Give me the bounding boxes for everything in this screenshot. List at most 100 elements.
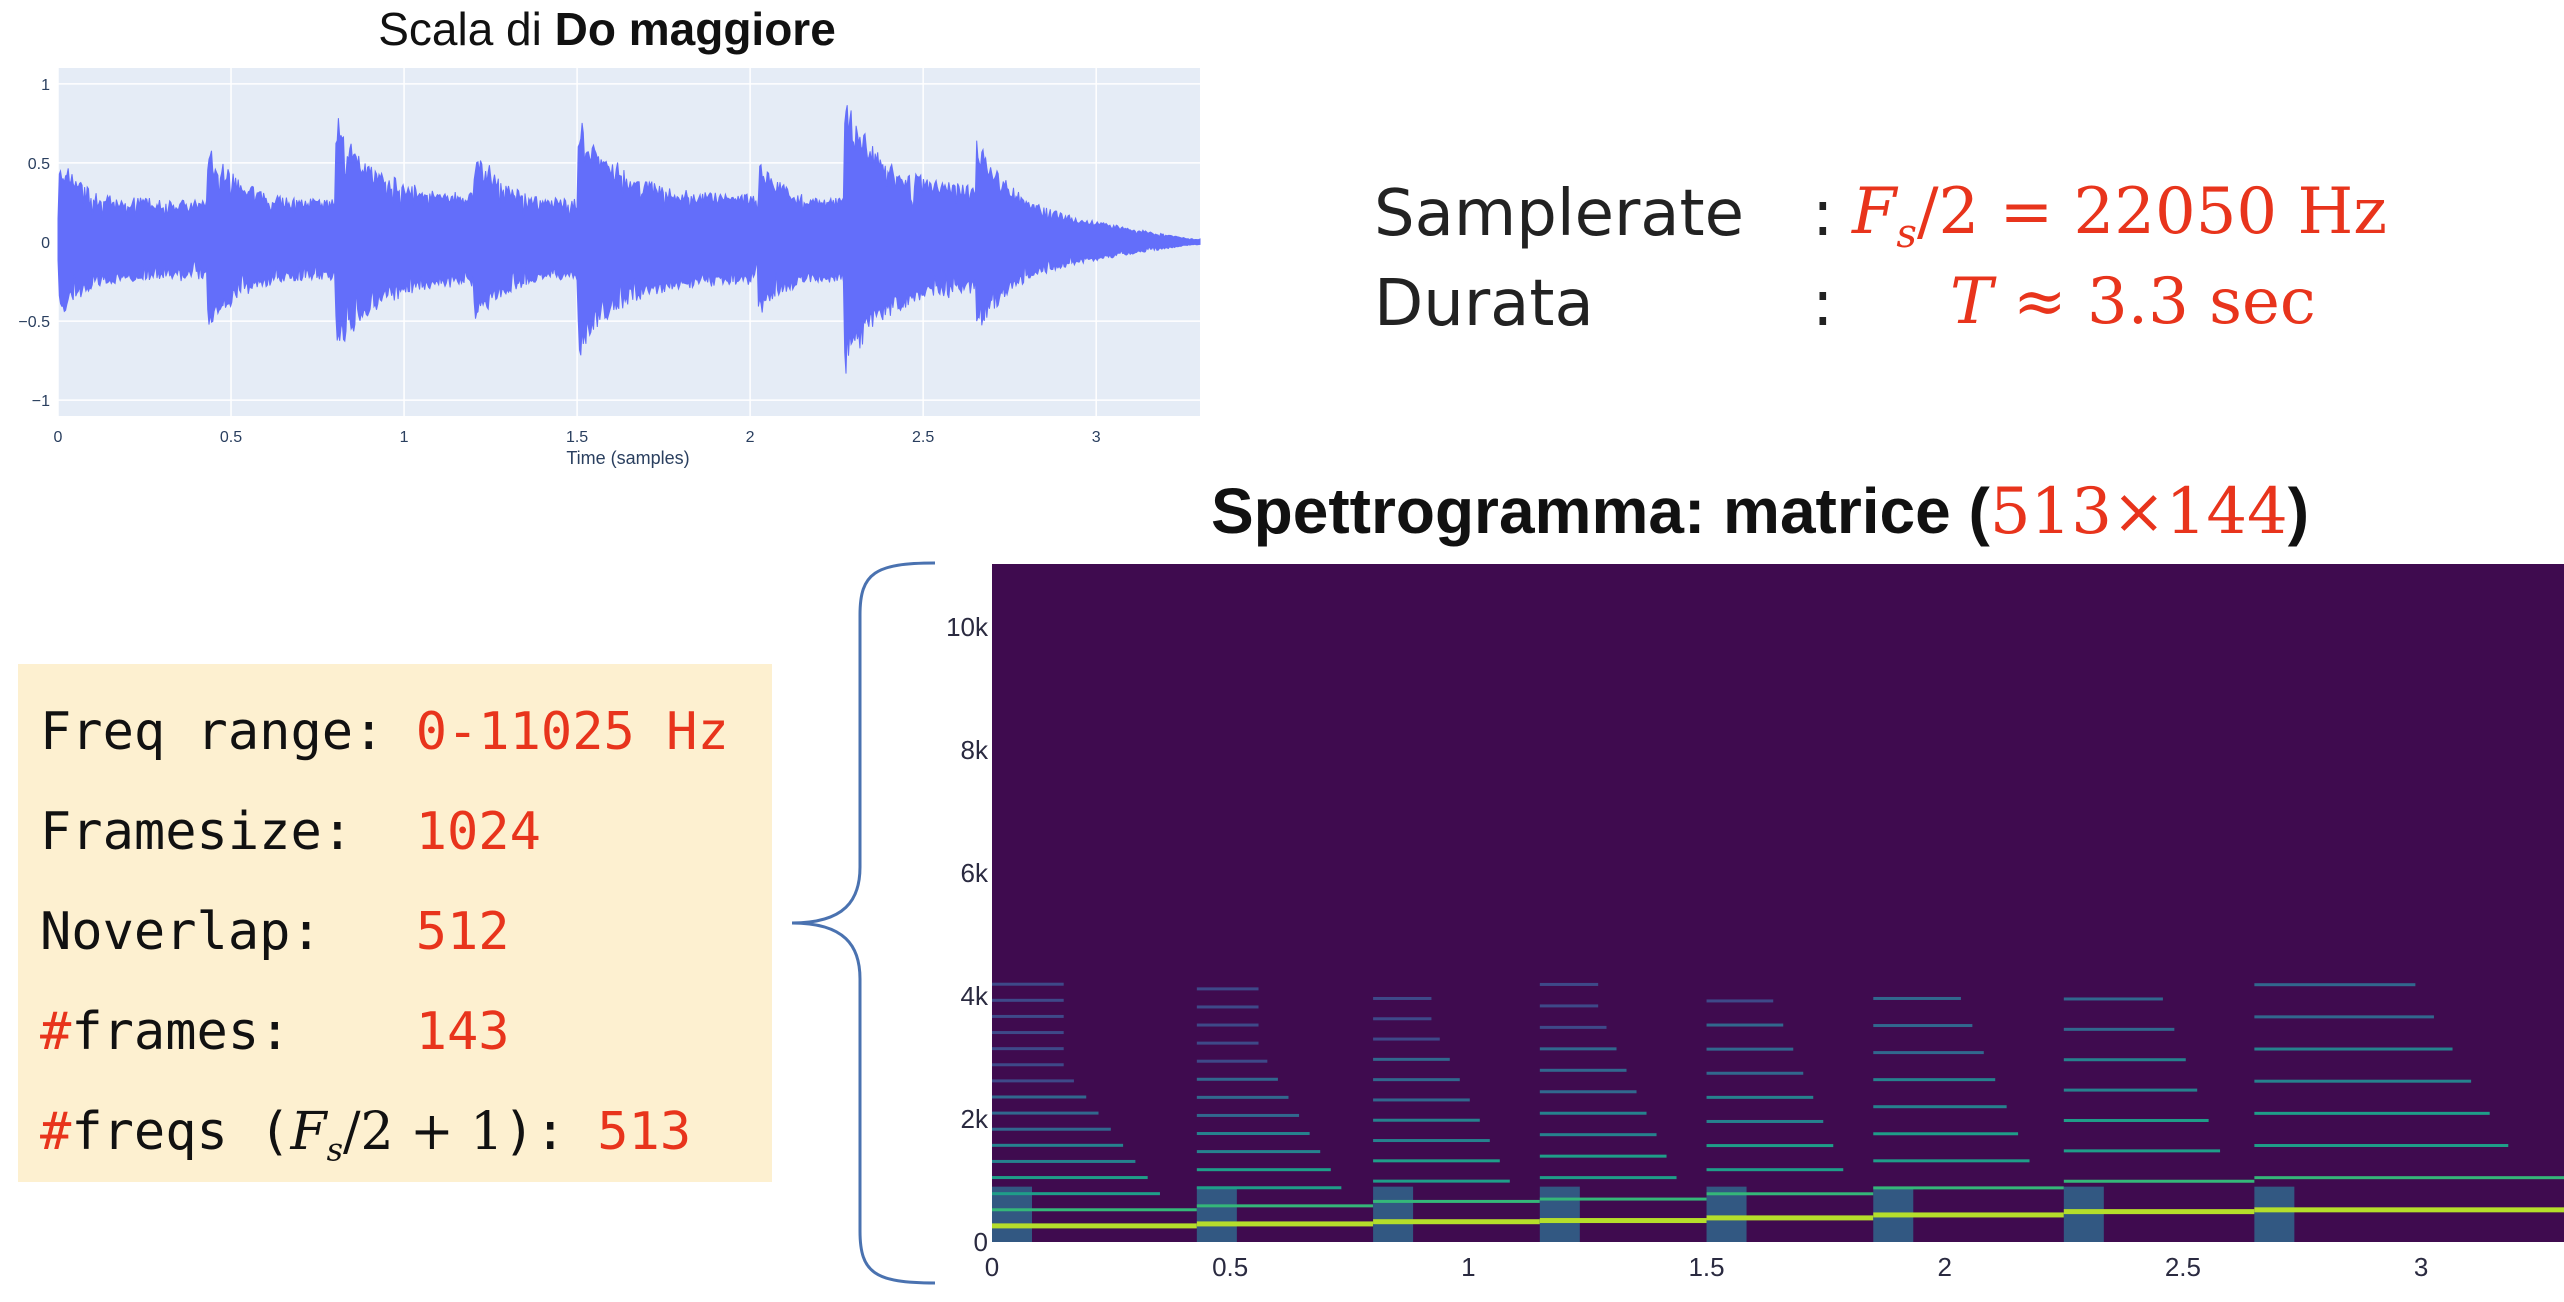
freqs-label-b: /2 + 1 — [342, 1102, 504, 1162]
spectrogram-harmonic — [1373, 1098, 1470, 1102]
spectrogram-harmonic — [2063, 1209, 2255, 1215]
spectrogram-harmonic — [1706, 1168, 1844, 1172]
waveform-x-tick-label: 2.5 — [912, 429, 934, 446]
spectrogram-harmonic — [992, 982, 1064, 986]
spectrogram-harmonic — [1373, 1118, 1480, 1122]
samplerate-value: Fs/2 = 22050 Hz — [1852, 180, 2387, 254]
spectrogram-harmonic — [1539, 1047, 1617, 1051]
spectrogram-title-suffix: ) — [2287, 475, 2310, 547]
spectrogram-harmonic — [2254, 1207, 2564, 1213]
spectrogram-chart: 10k 8k 6k 4k 2k 0 0 0.5 1 1.5 2 2.5 3 — [946, 564, 2564, 1282]
spectrogram-harmonic — [1196, 1041, 1259, 1045]
spectrogram-harmonic — [1373, 1199, 1540, 1203]
spectrogram-harmonic — [1373, 1078, 1460, 1082]
spectrogram-onset-energy — [1196, 1186, 1237, 1242]
spectrogram-harmonic — [1539, 1004, 1599, 1008]
waveform-title-bold: Do maggiore — [554, 3, 836, 55]
spectrogram-harmonic — [2254, 1176, 2564, 1180]
waveform-title: Scala di Do maggiore — [0, 2, 1214, 56]
spectrogram-harmonic — [1196, 1204, 1374, 1208]
spectrogram-harmonic — [1706, 1023, 1784, 1027]
spectrogram-harmonic — [1873, 1132, 2019, 1136]
framesize-value: 1024 — [415, 802, 541, 862]
spectrogram-harmonic — [992, 1014, 1064, 1018]
curly-brace-path — [791, 561, 936, 1285]
frames-row: #frames: 143 — [40, 1006, 510, 1058]
spectrogram-harmonic — [1539, 982, 1599, 986]
samplerate-colon: : — [1812, 177, 1834, 251]
spectrogram-harmonic — [1873, 1051, 1984, 1055]
spectrogram-harmonic — [1373, 1179, 1510, 1183]
spectrogram-harmonic — [1539, 1133, 1657, 1137]
spectrogram-harmonic — [2063, 1088, 2198, 1092]
t-symbol: T — [1950, 265, 1993, 339]
spectrogram-harmonic — [2063, 1118, 2209, 1122]
waveform-x-tick-label: 1.5 — [566, 429, 588, 446]
waveform-y-tick-label: 0.5 — [28, 156, 50, 173]
spectrogram-onset-energy — [1706, 1186, 1747, 1242]
spectrogram-onset-energy — [1539, 1186, 1580, 1242]
spectrogram-harmonic — [1196, 1132, 1310, 1136]
spectrogram-harmonic — [2063, 1027, 2175, 1031]
freqs-label-a: freqs ( — [71, 1102, 291, 1162]
spectrogram-y-ticks: 10k 8k 6k 4k 2k 0 — [946, 612, 989, 1257]
framesize-label: Framesize: — [40, 802, 416, 862]
spectrogram-harmonic — [992, 1143, 1124, 1147]
waveform-x-ticks: 0 0.5 1 1.5 2 2.5 3 — [54, 429, 1101, 446]
spectrogram-marks — [992, 982, 2564, 1242]
spectrogram-y-tick-label: 8k — [961, 735, 989, 765]
spectrogram-onset-energy — [2254, 1186, 2295, 1242]
waveform-y-tick-label: −0.5 — [18, 314, 50, 331]
samplerate-number: /2 = 22050 Hz — [1916, 175, 2387, 249]
waveform-chart: 1 0.5 0 −0.5 −1 0 0.5 1 1.5 2 2.5 3 Time (samples) — [18, 68, 1201, 468]
spectrogram-x-tick-label: 1.5 — [1688, 1252, 1724, 1282]
freq-range-row: Freq range: 0-11025 Hz — [40, 706, 729, 758]
spectrogram-harmonic — [992, 1192, 1160, 1196]
spectrogram-harmonic — [1373, 1017, 1432, 1021]
waveform-y-tick-label: 0 — [41, 235, 50, 252]
spectrogram-harmonic — [1706, 1144, 1834, 1148]
spectrogram-harmonic — [1373, 1219, 1540, 1225]
spectrogram-harmonic — [1706, 1095, 1814, 1099]
spectrogram-harmonic — [992, 1127, 1111, 1131]
frames-value: 143 — [415, 1002, 510, 1062]
spectrogram-harmonic — [1873, 1078, 1996, 1082]
freqs-hash: # — [40, 1102, 72, 1162]
spectrogram-x-tick-label: 3 — [2414, 1252, 2428, 1282]
frames-label: frames: — [71, 1002, 416, 1062]
spectrogram-plot-area — [992, 564, 2564, 1242]
spectrogram-y-tick-label: 6k — [961, 858, 989, 888]
waveform-y-ticks: 1 0.5 0 −0.5 −1 — [18, 77, 50, 410]
spectrogram-harmonic — [992, 1111, 1099, 1115]
spectrogram-y-tick-label: 10k — [946, 612, 989, 642]
spectrogram-x-tick-label: 0.5 — [1212, 1252, 1248, 1282]
noverlap-row: Noverlap: 512 — [40, 906, 510, 958]
spectrogram-harmonic — [1196, 1059, 1268, 1063]
spectrogram-harmonic — [1539, 1111, 1647, 1115]
spectrogram-harmonic — [1539, 1218, 1707, 1224]
spectrogram-harmonic — [1873, 1024, 1973, 1028]
spectrogram-x-tick-label: 2 — [1937, 1252, 1951, 1282]
waveform-x-tick-label: 1 — [400, 429, 409, 446]
spectrogram-harmonic — [1539, 1197, 1707, 1201]
waveform-y-tick-label: −1 — [32, 393, 50, 410]
spectrogram-harmonic — [1873, 1186, 2064, 1190]
spectrogram-harmonic — [1196, 1168, 1331, 1172]
spectrogram-x-tick-label: 1 — [1461, 1252, 1475, 1282]
durata-colon: : — [1812, 267, 1834, 341]
spectrogram-onset-energy — [1373, 1186, 1414, 1242]
spectrogram-harmonic — [2063, 1179, 2255, 1183]
spectrogram-harmonic — [1706, 1192, 1874, 1196]
spectrogram-harmonic — [1706, 1071, 1804, 1075]
spectrogram-harmonic — [2254, 1144, 2509, 1148]
spectrogram-harmonic — [2254, 1047, 2453, 1051]
spectrogram-harmonic — [1373, 1159, 1500, 1163]
curly-brace — [791, 561, 936, 1285]
spectrogram-harmonic — [1706, 1119, 1824, 1123]
spectrogram-harmonic — [1196, 1077, 1278, 1081]
spectrogram-harmonic — [1196, 1150, 1321, 1154]
spectrogram-harmonic — [992, 1176, 1148, 1180]
spectrogram-y-tick-label: 0 — [974, 1227, 988, 1257]
freq-range-label: Freq range: — [40, 702, 416, 762]
spectrogram-harmonic — [1196, 1186, 1342, 1190]
